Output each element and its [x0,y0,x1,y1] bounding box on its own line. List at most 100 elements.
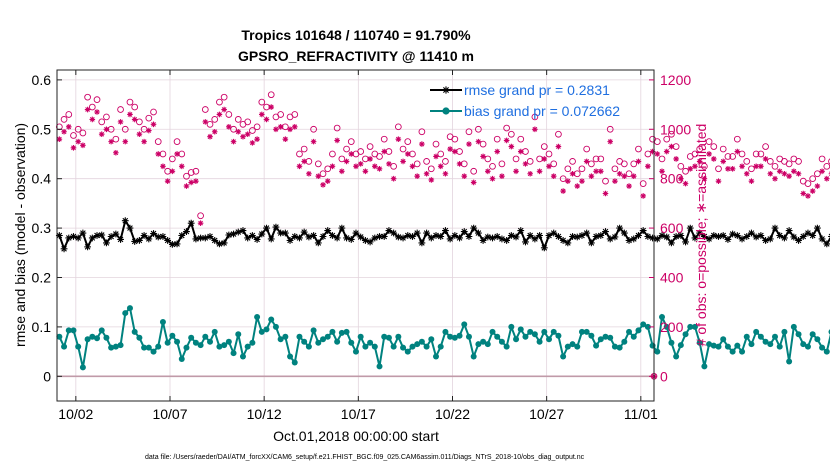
obs-assimilated-point [494,148,501,155]
rmse-point [587,239,595,247]
obs-assimilated-point [263,116,270,123]
rmse-point [168,240,176,248]
obs-possible-point [277,111,284,118]
obs-possible-point [88,103,96,111]
obs-assimilated-point [287,126,293,133]
rmse-point [555,233,562,240]
obs-assimilated-point [301,158,307,165]
obs-assimilated-point [94,109,100,115]
bias-point [258,328,265,335]
bias-point [762,338,769,345]
obs-assimilated-point [805,193,811,199]
obs-assimilated-point [565,178,571,184]
bias-point [522,333,529,340]
rmse-point [715,233,722,240]
bias-point [94,335,101,342]
obs-assimilated-point [725,166,731,172]
bias-point [635,327,642,334]
bias-point [823,348,830,355]
rmse-point [404,232,412,239]
obs-assimilated-point [291,124,298,130]
bias-point [216,343,223,350]
obs-possible-point [804,180,812,187]
obs-assimilated-point [211,128,218,135]
x-tick-label-2: 10/12 [247,406,282,422]
rmse-point [757,232,765,239]
bias-point [428,336,435,343]
obs-possible-point [244,118,252,126]
bias-point [145,344,152,351]
obs-possible-point [98,118,106,126]
bias-point [611,343,618,350]
obs-assimilated-point [517,148,524,155]
bias-point [423,343,430,350]
rmse-point [135,237,143,244]
rmse-point [225,231,233,239]
obs-possible-point [338,155,346,163]
obs-assimilated-point [814,183,821,189]
obs-possible-point [606,125,614,133]
rmse-point [705,235,713,243]
rmse-point [781,234,788,242]
bias-point [541,328,548,335]
obs-assimilated-point [273,126,279,133]
obs-assimilated-point [696,158,703,165]
rmse-point [423,229,430,237]
rmse-point [738,235,746,243]
bias-point [569,341,576,348]
bias-point [607,334,614,341]
rmse-point [724,236,732,243]
obs-assimilated-point [395,136,402,142]
obs-assimilated-point [188,179,194,186]
rmse-point [465,233,473,240]
obs-possible-point [550,160,558,168]
bias-point [673,353,680,360]
obs-possible-point [517,135,525,143]
rmse-point [696,229,704,237]
obs-assimilated-point [357,161,364,167]
obs-possible-point [719,145,727,153]
obs-assimilated-point [442,170,449,177]
bias-point [663,323,670,330]
obs-assimilated-point [240,133,246,140]
rmse-point [592,233,600,240]
bias-point [475,341,482,348]
rmse-point [220,239,228,247]
bias-point [701,363,708,370]
bias-point [126,305,133,312]
rmse-point [606,235,614,243]
rmse-point [385,227,393,234]
y-left-tick-label-5: 0.5 [32,121,52,137]
rmse-point [677,232,685,239]
bias-point [197,342,204,349]
obs-assimilated-point [786,173,792,180]
obs-possible-point [220,93,228,101]
rmse-point [540,244,548,252]
y-right-tick-label-1: 200 [660,319,684,335]
bias-point [503,343,510,350]
bias-point [465,333,472,340]
bias-point [324,333,331,340]
obs-assimilated-point [663,148,670,155]
obs-assimilated-point [555,143,562,150]
rmse-point [140,232,148,239]
obs-possible-point [70,132,77,139]
bias-point [230,350,237,357]
rmse-point [150,230,157,237]
bias-point [141,344,148,351]
bias-point [136,334,143,341]
obs-possible-point [668,130,675,138]
y-left-tick-label-0: 0 [43,368,51,384]
rmse-point [305,233,313,241]
obs-possible-point [475,125,482,133]
rmse-point [649,234,656,242]
rmse-point [550,229,558,237]
x-tick-label-5: 10/27 [529,406,564,422]
bias-point [451,334,458,341]
rmse-point [277,229,285,237]
bias-point [305,343,312,350]
obs-assimilated-point [772,175,778,182]
rmse-point [498,235,506,243]
obs-possible-point [823,162,830,170]
x-tick-label-6: 11/01 [624,406,658,422]
